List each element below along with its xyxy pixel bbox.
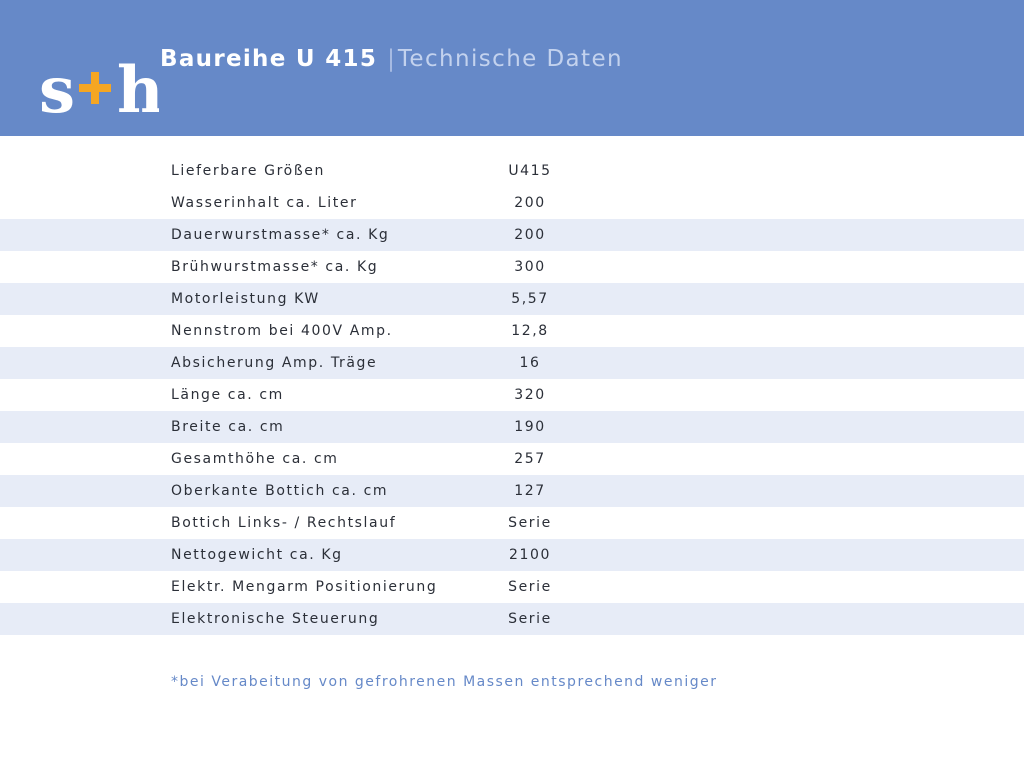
spec-row: Wasserinhalt ca. Liter 200 bbox=[0, 187, 1024, 219]
spec-value: Serie bbox=[508, 515, 552, 531]
spec-label: Brühwurstmasse* ca. Kg bbox=[171, 259, 379, 275]
spec-row: Bottich Links- / Rechtslauf Serie bbox=[0, 507, 1024, 539]
spec-row: Lieferbare Größen U415 bbox=[0, 155, 1024, 187]
spec-label: Absicherung Amp. Träge bbox=[171, 355, 378, 371]
spec-label: Motorleistung KW bbox=[171, 291, 320, 307]
spec-label: Breite ca. cm bbox=[171, 419, 285, 435]
spec-value: Serie bbox=[508, 579, 552, 595]
spec-value: 190 bbox=[514, 419, 546, 435]
spec-value: 127 bbox=[514, 483, 546, 499]
spec-value: 2100 bbox=[508, 547, 552, 563]
spec-label: Dauerwurstmasse* ca. Kg bbox=[171, 227, 390, 243]
spec-label: Nennstrom bei 400V Amp. bbox=[171, 323, 393, 339]
spec-value: 257 bbox=[514, 451, 546, 467]
spec-value: 16 bbox=[519, 355, 541, 371]
spec-value: Serie bbox=[508, 611, 552, 627]
spec-row: Absicherung Amp. Träge 16 bbox=[0, 347, 1024, 379]
spec-label: Bottich Links- / Rechtslauf bbox=[171, 515, 397, 531]
spec-row: Länge ca. cm 320 bbox=[0, 379, 1024, 411]
spec-label: Oberkante Bottich ca. cm bbox=[171, 483, 389, 499]
spec-label: Nettogewicht ca. Kg bbox=[171, 547, 343, 563]
spec-value: 320 bbox=[514, 387, 546, 403]
spec-value: 300 bbox=[514, 259, 546, 275]
section-subtitle: Technische Daten bbox=[397, 46, 623, 72]
sh-logo: s h bbox=[39, 53, 159, 116]
page-title: Baureihe U 415 | Technische Daten bbox=[160, 44, 623, 74]
spec-value: 5,57 bbox=[511, 291, 549, 307]
spec-row: Breite ca. cm 190 bbox=[0, 411, 1024, 443]
spec-row: Nennstrom bei 400V Amp. 12,8 bbox=[0, 315, 1024, 347]
spec-label: Elektr. Mengarm Positionierung bbox=[171, 579, 438, 595]
spec-label: Länge ca. cm bbox=[171, 387, 284, 403]
svg-text:h: h bbox=[117, 53, 159, 116]
header-banner: s h Baureihe U 415 | Technische Daten bbox=[0, 0, 1024, 136]
spec-row: Oberkante Bottich ca. cm 127 bbox=[0, 475, 1024, 507]
spec-label: Lieferbare Größen bbox=[171, 163, 325, 179]
spec-value: 12,8 bbox=[511, 323, 549, 339]
spec-table: Lieferbare Größen U415 Wasserinhalt ca. Li… bbox=[0, 155, 1024, 635]
title-separator: | bbox=[387, 46, 395, 72]
footnote: *bei Verabeitung von gefrohrenen Massen … bbox=[171, 674, 718, 690]
spec-row: Elektronische Steuerung Serie bbox=[0, 603, 1024, 635]
spec-row: Dauerwurstmasse* ca. Kg 200 bbox=[0, 219, 1024, 251]
spec-label: Elektronische Steuerung bbox=[171, 611, 380, 627]
spec-value: U415 bbox=[508, 163, 552, 179]
spec-row: Motorleistung KW 5,57 bbox=[0, 283, 1024, 315]
spec-label: Wasserinhalt ca. Liter bbox=[171, 195, 358, 211]
spec-row: Elektr. Mengarm Positionierung Serie bbox=[0, 571, 1024, 603]
spec-label: Gesamthöhe ca. cm bbox=[171, 451, 339, 467]
spec-row: Brühwurstmasse* ca. Kg 300 bbox=[0, 251, 1024, 283]
svg-text:s: s bbox=[39, 53, 73, 116]
spec-row: Nettogewicht ca. Kg 2100 bbox=[0, 539, 1024, 571]
spec-value: 200 bbox=[514, 195, 546, 211]
series-title: Baureihe U 415 bbox=[160, 46, 378, 72]
spec-value: 200 bbox=[514, 227, 546, 243]
spec-row: Gesamthöhe ca. cm 257 bbox=[0, 443, 1024, 475]
